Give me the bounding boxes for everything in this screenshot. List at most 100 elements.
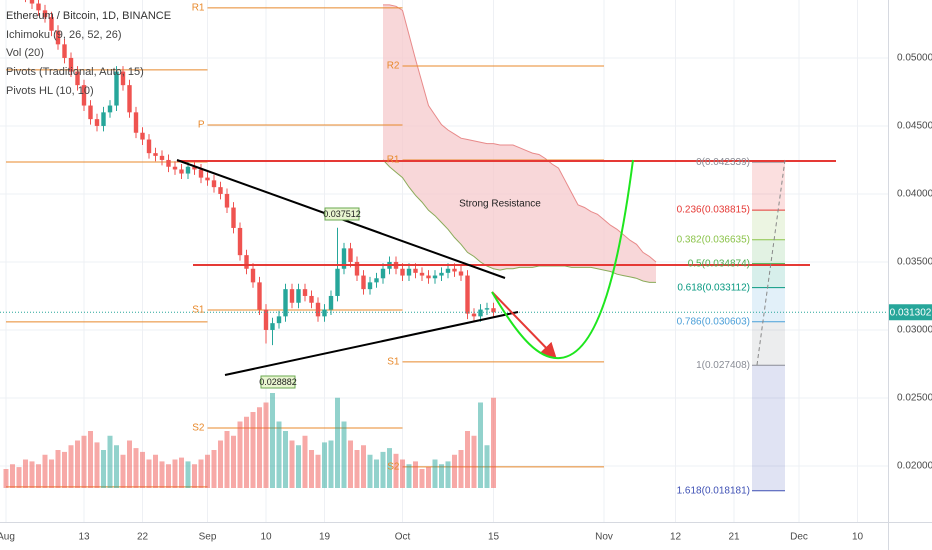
volume-bar [465,431,470,488]
volume-bar [62,451,67,488]
volume-bar [458,450,464,488]
volume-bar [400,459,405,488]
pivot-label: S1 [387,357,400,368]
volume-bar [179,457,184,488]
candle-body [276,316,282,324]
candle-body [315,302,321,317]
x-tick-label: 10 [260,532,272,543]
pivot-label: R2 [387,61,400,72]
annotation: Strong Resistance [459,199,541,210]
x-tick-label: Dec [790,532,808,543]
fib-band [752,287,785,322]
candle-body [55,30,61,45]
fib-label: 0.5(0.034874) [688,258,750,269]
volume-bar [224,431,230,488]
candle-body [114,71,119,106]
volume-bar [81,435,87,488]
volume-bar [257,407,262,488]
candle-body [211,180,217,188]
volume-bar [166,464,171,488]
volume-bar [419,469,425,488]
indicator: Vol (20) [6,47,44,59]
pivot-label: S2 [192,423,205,434]
volume-bar [348,440,353,488]
volume-bar [296,445,301,488]
candle-body [296,289,301,303]
candle-body [133,112,139,133]
volume-bar [244,416,249,488]
volume-bar [374,459,379,488]
volume-bar [341,421,347,488]
x-tick-label: 22 [137,532,149,543]
fib-label: 0.236(0.038815) [677,205,750,216]
fib-label: 0.618(0.033112) [677,282,750,293]
candle-body [413,268,418,273]
pivot-label: P [198,120,205,131]
indicator: Pivots (Traditional, Auto, 15) [6,66,144,78]
candle-body [94,119,100,126]
candle-body [263,309,269,330]
volume-bar [159,461,165,488]
volume-bar [237,421,243,488]
candle-body [224,193,230,208]
legend: Ethereum / Bitcoin, 1D, BINANCE Ichimoku… [6,10,171,97]
price-label: 0.031302 [890,307,932,318]
x-tick-label: 13 [78,532,90,543]
volume-bar [218,440,223,488]
volume-bar [491,397,496,488]
span-b-line [383,4,657,263]
volume-bar [315,454,321,488]
pivot-label: R1 [387,155,400,166]
pivot-label: S2 [387,462,400,473]
volume-bar [88,431,93,488]
fib-label: 0.786(0.030603) [677,316,750,327]
volume-bar [406,464,412,488]
candle-body [198,169,204,178]
candle-body [101,112,106,126]
volume-bar [133,448,139,488]
hl-label-box [260,375,296,389]
volume-bar [140,451,145,488]
candle-body [29,0,35,4]
candle-body [380,268,386,279]
fib-label: 0(0.042339) [696,157,750,168]
candle-body [361,275,366,290]
plot-area [0,0,888,522]
volume-bar [439,464,444,488]
projection-curve [491,159,634,360]
candle-body [159,155,165,160]
candle-body [257,282,262,310]
high-label: 0.037512 [323,209,361,219]
volume-bar [49,459,54,488]
volume-bar [302,435,308,488]
volume-bar [263,402,269,488]
indicator: Pivots HL (10, 10) [6,85,94,97]
volume-bar [380,451,386,488]
candle-body [484,308,490,310]
candle-body [231,207,236,228]
volume-bar [283,431,288,488]
candle-body [237,227,243,256]
x-tick-label: 21 [728,532,740,543]
candle-body [244,255,249,269]
volume-bar [387,448,392,488]
candle-body [49,17,54,31]
candle-body [367,282,373,290]
indicator: Ichimoku (9, 26, 52, 26) [6,29,122,41]
volume-bar [309,450,314,488]
volume-bar [94,442,100,488]
fib-band [752,239,785,264]
x-tick-label: 15 [488,532,500,543]
volume-bar [478,402,483,488]
candle-body [127,85,132,113]
volume-bar [192,464,197,488]
volume-bar [114,445,119,488]
x-tick-label: 12 [670,532,682,543]
candle-body [302,289,308,296]
title: Ethereum / Bitcoin, 1D, BINANCE [6,10,171,22]
candle-body [62,44,67,58]
